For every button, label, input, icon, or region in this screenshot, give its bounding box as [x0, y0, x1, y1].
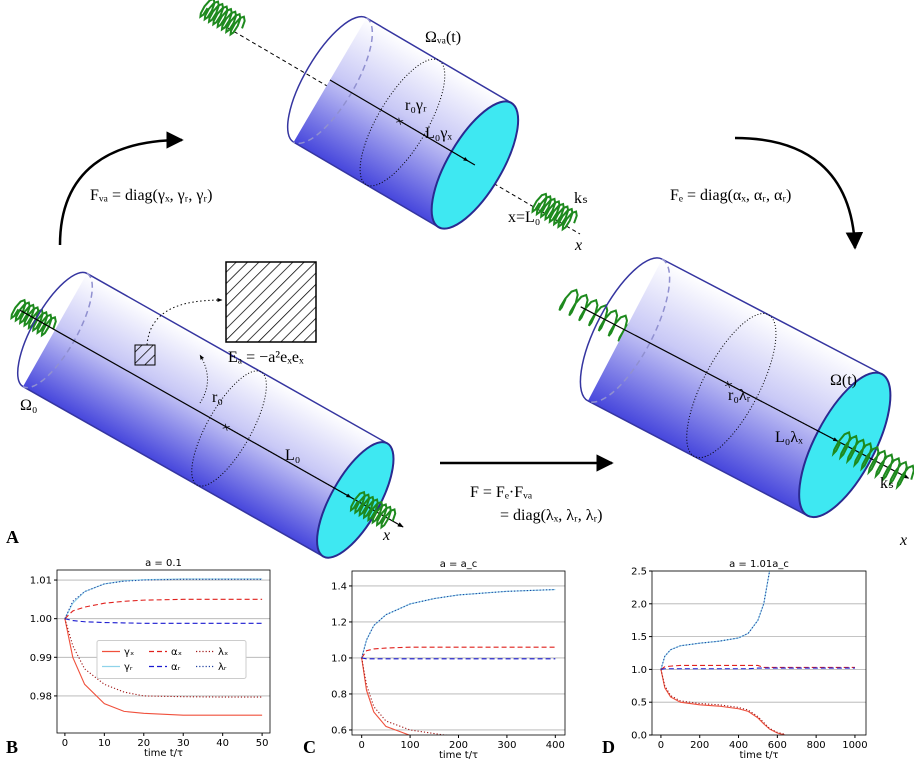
domain-label: Ω₀	[20, 397, 37, 414]
y-tick-label: 1.01	[30, 576, 52, 587]
plot-frame	[652, 571, 866, 735]
y-tick-label: 2.5	[631, 567, 647, 578]
dimension-label: L₀λₓ	[775, 429, 803, 446]
chart: 0.00.51.01.52.02.502004006008001000a = 1…	[602, 559, 868, 759]
equation: F = Fₑ·Fᵥₐ	[470, 484, 533, 501]
dimension-label: L₀	[285, 447, 300, 464]
y-tick-label: 0.8	[331, 689, 347, 700]
series-line	[661, 665, 855, 669]
legend-label: αₓ	[171, 647, 182, 658]
panel-label: C	[303, 737, 316, 757]
equation: = diag(λₓ, λᵣ, λᵣ)	[500, 507, 602, 524]
y-tick-label: 0.99	[30, 653, 52, 664]
y-tick-label: 1.4	[331, 581, 347, 592]
domain-label: Ω(t)	[830, 372, 857, 389]
axis-label: x	[899, 532, 907, 549]
panel-label: A	[6, 527, 19, 547]
y-tick-label: 0.5	[631, 698, 647, 709]
legend-label: γᵣ	[124, 662, 133, 673]
series-line	[65, 579, 262, 619]
material-patch	[135, 345, 155, 365]
position-label: x=L₀	[508, 209, 540, 226]
x-tick-label: 0	[62, 738, 68, 749]
dimension-label: r₀	[212, 389, 223, 406]
series-line	[65, 599, 262, 618]
y-tick-label: 1.0	[331, 653, 347, 664]
panel-label: D	[602, 737, 615, 757]
y-tick-label: 1.00	[30, 614, 52, 625]
domain-label: Ωᵥₐ(t)	[425, 29, 461, 46]
plot-lines	[362, 590, 556, 744]
y-tick-label: 1.2	[331, 617, 347, 628]
axis	[20, 310, 403, 527]
x-tick-label: 100	[401, 740, 420, 751]
y-tick-label: 0.6	[331, 725, 347, 736]
x-tick-label: 200	[690, 740, 709, 751]
spring-label: kₛ	[574, 190, 588, 207]
y-tick-label: 2.0	[631, 599, 647, 610]
chart-title: a = 0.1	[145, 558, 182, 569]
x-axis-label: time t/τ	[739, 750, 778, 759]
figure: × × × Ωᵥₐ(t) Ω₀ Ω(t) Fᵥₐ = diag(γₓ, γᵣ, …	[0, 0, 914, 759]
y-tick-label: 0.98	[30, 691, 52, 702]
series-line	[661, 571, 770, 669]
x-tick-label: 0	[358, 740, 364, 751]
chart-title: a = a_c	[440, 559, 478, 570]
material-zoom	[226, 262, 316, 342]
legend-label: λᵣ	[218, 662, 227, 673]
virtual-cylinder: ×	[168, 0, 610, 285]
y-tick-label: 1.5	[631, 632, 647, 643]
current-cylinder: ×	[528, 228, 914, 551]
x-tick-label: 400	[546, 740, 565, 751]
x-tick-label: 10	[98, 738, 111, 749]
x-tick-label: 300	[497, 740, 516, 751]
axis-label: x	[574, 237, 582, 254]
x-tick-label: 800	[807, 740, 826, 751]
spring	[199, 0, 248, 38]
spring-coil	[199, 0, 248, 38]
legend-label: λₓ	[218, 647, 228, 658]
y-tick-label: 0.0	[631, 731, 647, 742]
panel-label: B	[6, 737, 18, 757]
x-tick-label: 50	[256, 738, 269, 749]
x-tick-label: 40	[216, 738, 229, 749]
dimension-label: r₀γᵣ	[405, 97, 427, 114]
x-tick-label: 0	[658, 740, 664, 751]
legend-label: γₓ	[124, 647, 134, 658]
reference-cylinder: ×	[0, 251, 435, 584]
series-line	[362, 658, 556, 744]
dimension-label: L₀γₓ	[425, 125, 452, 142]
equation: Eₐ = −a²eₓeₓ	[228, 349, 304, 366]
plot-lines	[661, 571, 855, 735]
plot-frame	[352, 571, 565, 735]
equation: Fᵥₐ = diag(γₓ, γᵣ, γᵣ)	[90, 187, 212, 204]
y-tick-label: 1.0	[631, 665, 647, 676]
series-line	[661, 571, 770, 669]
page: × × × Ωᵥₐ(t) Ω₀ Ω(t) Fᵥₐ = diag(γₓ, γᵣ, …	[0, 0, 914, 759]
legend-label: αᵣ	[171, 662, 181, 673]
spring-label: kₛ	[880, 475, 894, 492]
x-axis-label: time t/τ	[144, 748, 183, 759]
axis-label: x	[382, 527, 390, 544]
equation: Fₑ = diag(αₓ, αᵣ, αᵣ)	[670, 187, 791, 204]
x-tick-label: 1000	[842, 740, 867, 751]
dimension-label: r₀λᵣ	[728, 387, 751, 404]
x-axis-label: time t/τ	[439, 750, 478, 759]
series-line	[65, 619, 262, 624]
series-line	[362, 647, 556, 658]
chart-title: a = 1.01a_c	[729, 559, 789, 570]
